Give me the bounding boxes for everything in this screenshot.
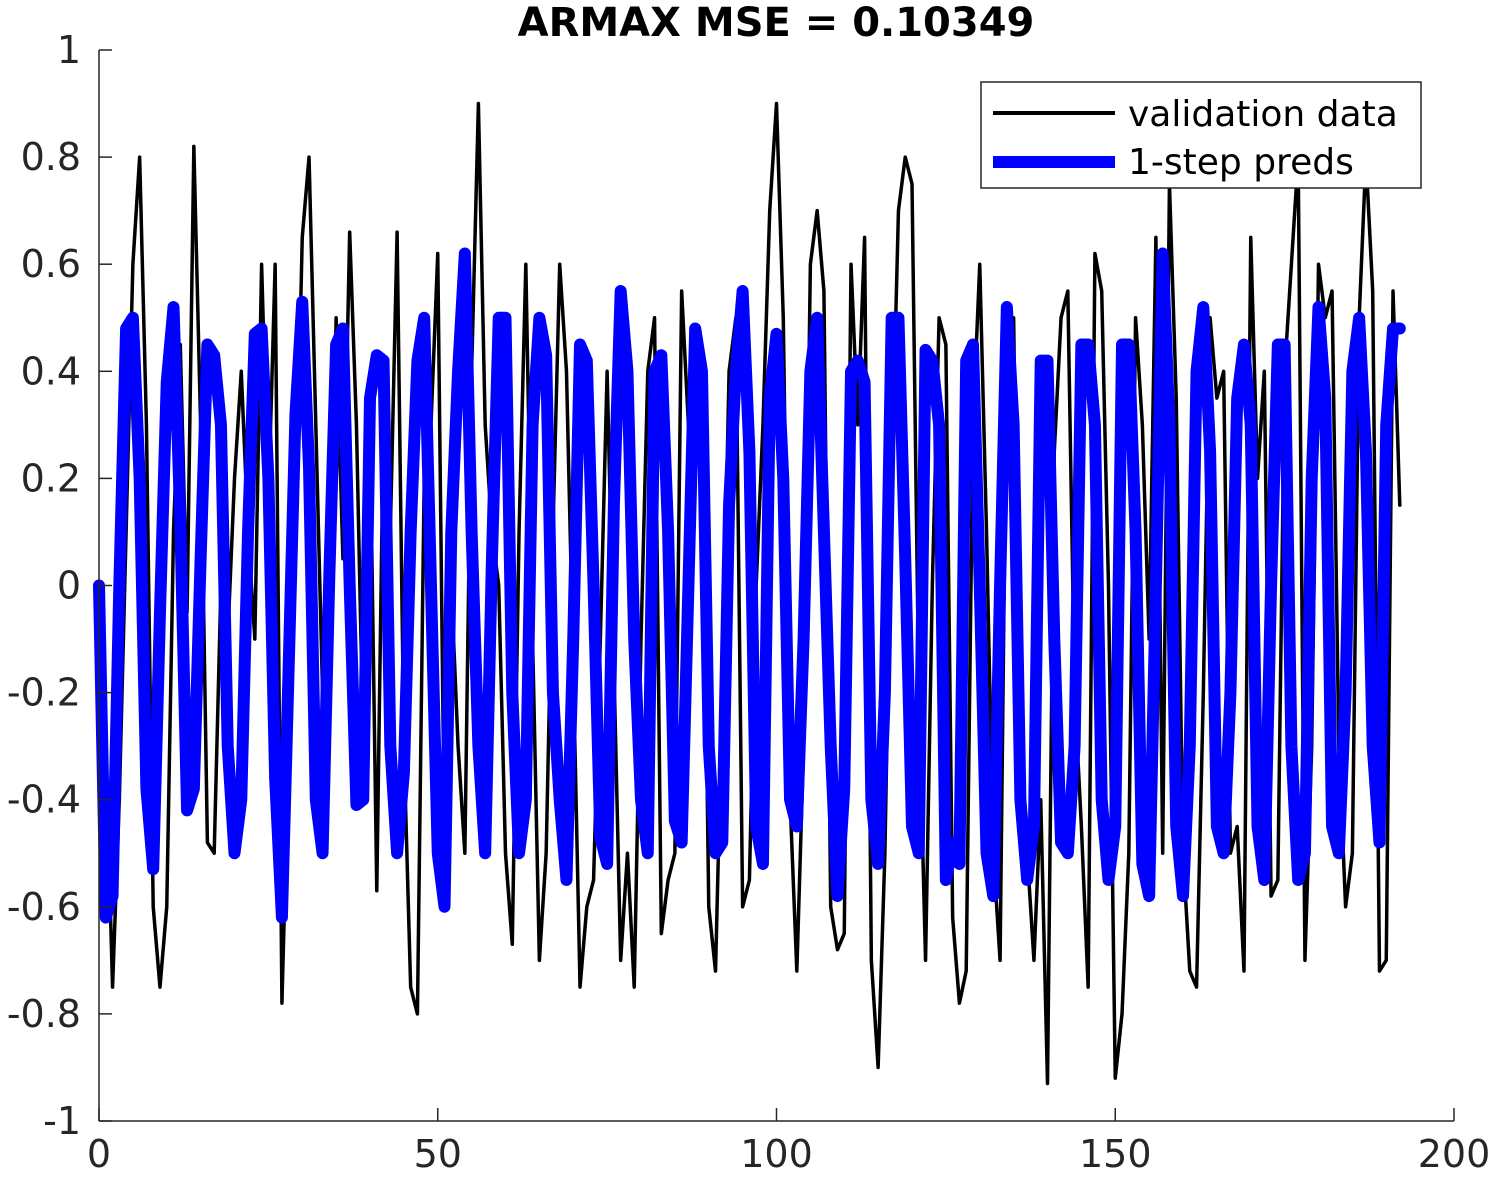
x-tick-label: 200 [1418,1132,1491,1176]
y-tick-label: 0 [57,564,81,608]
series-layer [93,101,1406,1086]
y-tick-label: 1 [57,28,81,72]
plot-area: 0 50 100 150 200 -1 -0.8 -0.6 -0.4 -0.2 0 0.2 0.4 0.6… [7,28,1490,1176]
y-tick-label: -0.4 [7,778,81,822]
y-tick-label: -1 [43,1099,81,1143]
y-tick-label: -0.2 [7,671,81,715]
y-tick-label: 0.6 [21,242,81,286]
x-tick-label: 150 [1079,1132,1152,1176]
y-tick-label: -0.6 [7,885,81,929]
x-tick-label: 50 [414,1132,462,1176]
y-tick-label: -0.8 [7,992,81,1036]
legend-box [980,81,1422,189]
x-tick-label: 100 [740,1132,813,1176]
series-line-1 [93,247,1406,924]
legend-label-preds: 1-step preds [1128,142,1354,183]
legend: validation data 1-step preds [980,81,1422,189]
axis-layer: 0 50 100 150 200 -1 -0.8 -0.6 -0.4 -0.2 0 0.2 0.4 0.6… [7,28,1490,1176]
y-tick-label: 0.4 [21,349,81,393]
chart-title: ARMAX MSE = 0.10349 [518,0,1035,46]
legend-label-validation: validation data [1128,94,1398,135]
y-tick-label: 0.2 [21,456,81,500]
y-tick-label: 0.8 [21,135,81,179]
x-tick-label: 0 [87,1132,111,1176]
